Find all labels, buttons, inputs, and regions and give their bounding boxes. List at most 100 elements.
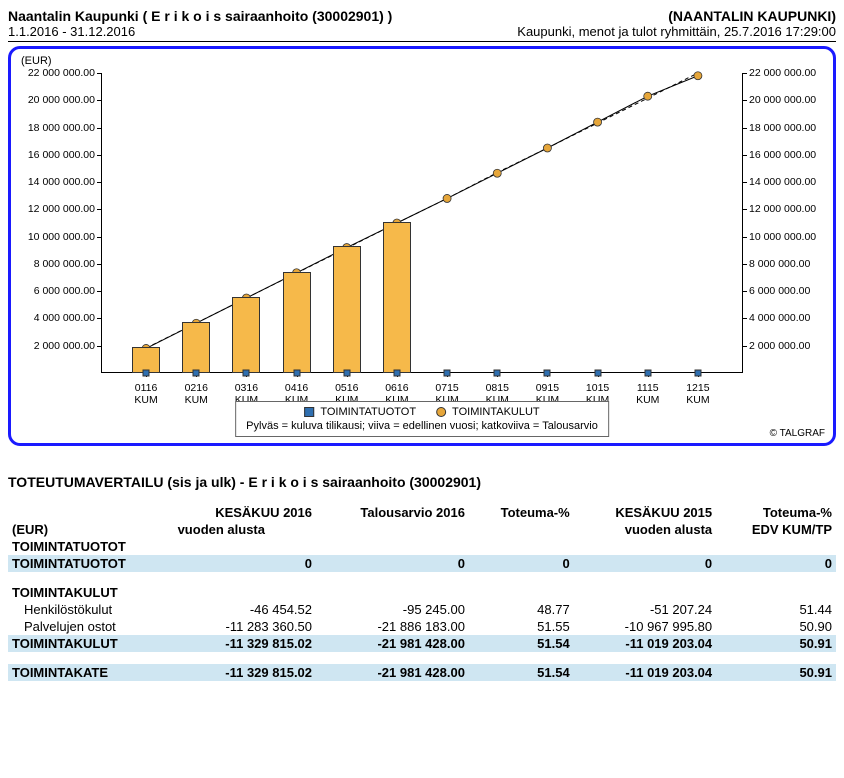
cell-value: -95 245.00 (316, 601, 469, 618)
cell-value: -10 967 995.80 (574, 618, 716, 635)
cell-value: -21 981 428.00 (316, 664, 469, 681)
circle-marker-icon (644, 92, 652, 100)
table-row: TOIMINTAKULUT-11 329 815.02-21 981 428.0… (8, 635, 836, 652)
table-row: TOIMINTAKATE-11 329 815.02-21 981 428.00… (8, 664, 836, 681)
chart-y-unit: (EUR) (21, 55, 52, 67)
page-sub-left: 1.1.2016 - 31.12.2016 (8, 24, 135, 39)
square-marker-icon (544, 370, 551, 377)
square-marker-icon (444, 370, 451, 377)
chart-bar (383, 222, 411, 373)
ytick-label: 22 000 000.00 (749, 67, 816, 79)
table-row: Henkilöstökulut-46 454.52-95 245.0048.77… (8, 601, 836, 618)
table-row: TOIMINTATUOTOT (8, 538, 836, 555)
page-title-left: Naantalin Kaupunki ( E r i k o i s saira… (8, 8, 392, 24)
comparison-table-section: TOTEUTUMAVERTAILU (sis ja ulk) - E r i k… (8, 474, 836, 681)
legend-note: Pylväs = kuluva tilikausi; viiva = edell… (246, 420, 598, 432)
ytick-label: 20 000 000.00 (749, 94, 816, 106)
column-subheader: EDV KUM/TP (716, 521, 836, 538)
cell-value: 0 (174, 555, 316, 572)
cell-value: -51 207.24 (574, 601, 716, 618)
ytick-label: 10 000 000.00 (28, 231, 95, 243)
watermark: © TALGRAF (770, 428, 825, 439)
column-subheader: vuoden alusta (174, 521, 316, 538)
ytick-label: 6 000 000.00 (34, 285, 95, 297)
row-label: Henkilöstökulut (8, 601, 174, 618)
row-label: TOIMINTATUOTOT (8, 538, 174, 555)
ytick-label: 16 000 000.00 (28, 149, 95, 161)
cell-value: 50.90 (716, 618, 836, 635)
circle-marker-icon (443, 194, 451, 202)
row-label: Palvelujen ostot (8, 618, 174, 635)
column-header: Toteuma-% (716, 504, 836, 521)
cell-value: -11 019 203.04 (574, 664, 716, 681)
ytick-label: 14 000 000.00 (749, 176, 816, 188)
column-header: KESÄKUU 2015 (574, 504, 716, 521)
cell-value: 48.77 (469, 601, 574, 618)
cell-value: -21 981 428.00 (316, 635, 469, 652)
xtick-label: 1115KUM (630, 383, 666, 406)
column-subheader: vuoden alusta (574, 521, 716, 538)
row-label: TOIMINTAKULUT (8, 635, 174, 652)
cell-value: 50.91 (716, 664, 836, 681)
chart-bar (333, 246, 361, 373)
legend-label-1: TOIMINTATUOTOT (320, 406, 416, 418)
circle-marker-icon (694, 72, 702, 80)
ytick-label: 16 000 000.00 (749, 149, 816, 161)
cell-value: -11 019 203.04 (574, 635, 716, 652)
ytick-label: 2 000 000.00 (34, 340, 95, 352)
ytick-label: 12 000 000.00 (28, 203, 95, 215)
ytick-label: 4 000 000.00 (34, 312, 95, 324)
table-row: Palvelujen ostot-11 283 360.50-21 886 18… (8, 618, 836, 635)
xtick-label: 0216KUM (178, 383, 214, 406)
square-marker-icon (193, 370, 200, 377)
ytick-label: 8 000 000.00 (34, 258, 95, 270)
cell-value: 0 (469, 555, 574, 572)
chart-plot-area: 2 000 000.002 000 000.004 000 000.004 00… (101, 73, 743, 373)
cell-value: 51.55 (469, 618, 574, 635)
page-title-right: (NAANTALIN KAUPUNKI) (668, 8, 836, 24)
circle-marker-icon (543, 144, 551, 152)
cell-value: 51.54 (469, 664, 574, 681)
square-marker-icon (494, 370, 501, 377)
column-subheader (316, 521, 469, 538)
ytick-label: 18 000 000.00 (749, 122, 816, 134)
comparison-table: (EUR)KESÄKUU 2016Talousarvio 2016Toteuma… (8, 504, 836, 681)
row-label: TOIMINTATUOTOT (8, 555, 174, 572)
cell-value: 51.54 (469, 635, 574, 652)
xtick-label: 0116KUM (128, 383, 164, 406)
cell-value: -11 329 815.02 (174, 664, 316, 681)
square-marker-icon (343, 370, 350, 377)
circle-marker-icon (436, 407, 446, 417)
column-subheader (469, 521, 574, 538)
square-marker-icon (304, 407, 314, 417)
ytick-label: 10 000 000.00 (749, 231, 816, 243)
square-marker-icon (243, 370, 250, 377)
table-title: TOTEUTUMAVERTAILU (sis ja ulk) - E r i k… (8, 474, 836, 490)
column-header: Toteuma-% (469, 504, 574, 521)
ytick-label: 20 000 000.00 (28, 94, 95, 106)
chart-legend: TOIMINTATUOTOT TOIMINTAKULUT Pylväs = ku… (235, 401, 609, 437)
square-marker-icon (393, 370, 400, 377)
square-marker-icon (694, 370, 701, 377)
column-header: Talousarvio 2016 (316, 504, 469, 521)
ytick-label: 4 000 000.00 (749, 312, 810, 324)
ytick-label: 18 000 000.00 (28, 122, 95, 134)
table-unit: (EUR) (8, 504, 174, 538)
row-label: TOIMINTAKATE (8, 664, 174, 681)
ytick-label: 6 000 000.00 (749, 285, 810, 297)
cell-value: 0 (316, 555, 469, 572)
cell-value: -21 886 183.00 (316, 618, 469, 635)
ytick-label: 14 000 000.00 (28, 176, 95, 188)
ytick-label: 2 000 000.00 (749, 340, 810, 352)
ytick-label: 12 000 000.00 (749, 203, 816, 215)
ytick-label: 22 000 000.00 (28, 67, 95, 79)
table-row: TOIMINTAKULUT (8, 584, 836, 601)
cell-value: -46 454.52 (174, 601, 316, 618)
chart-bar (283, 272, 311, 373)
legend-item-tuotot: TOIMINTATUOTOT (304, 406, 416, 418)
ytick-label: 8 000 000.00 (749, 258, 810, 270)
table-row: TOIMINTATUOTOT00000 (8, 555, 836, 572)
cell-value: 0 (716, 555, 836, 572)
legend-item-kulut: TOIMINTAKULUT (436, 406, 540, 418)
circle-marker-icon (594, 118, 602, 126)
